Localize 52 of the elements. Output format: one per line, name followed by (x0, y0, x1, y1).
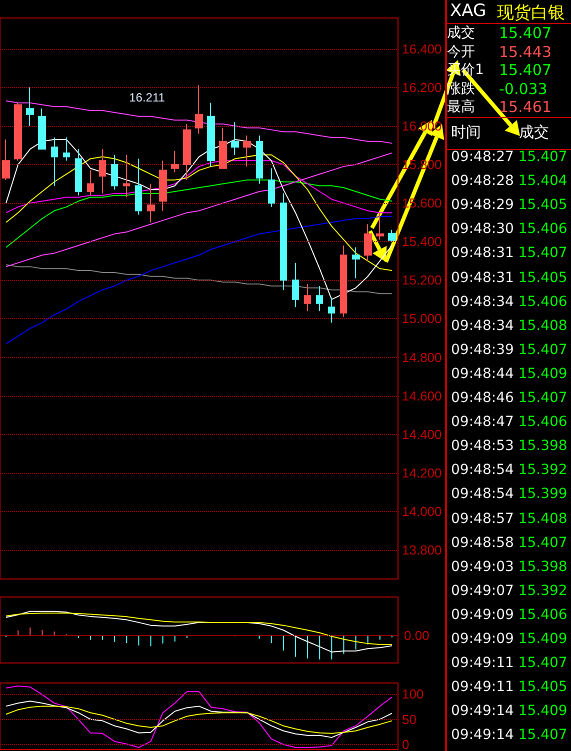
text: 09:48:57 15.408 (451, 510, 568, 526)
text: 09:48:44 15.409 (451, 366, 568, 382)
text: 09:49:14 15.407 (451, 727, 568, 744)
text: 09:49:11 15.405 (451, 679, 568, 696)
text: 09:48:47 15.406 (451, 414, 568, 430)
text: 09:48:46 15.407 (451, 390, 568, 406)
y-tick-label: 14.200 (402, 465, 442, 480)
text: 15.407 (499, 61, 552, 80)
y-tick-label: 15.000 (402, 311, 442, 326)
y-tick-label: 50 (402, 712, 416, 727)
y-tick-label: 100 (402, 686, 424, 702)
text: 09:48:31 15.405 (451, 270, 568, 286)
text: 09:48:54 15.399 (451, 486, 568, 502)
text: 成交 (519, 123, 549, 142)
text: 09:49:11 15.407 (451, 655, 568, 672)
text: 09:48:34 15.408 (451, 318, 568, 334)
text: 09:48:29 15.405 (451, 197, 568, 214)
text: 09:49:09 15.409 (451, 631, 568, 647)
text: 09:49:09 15.406 (451, 606, 568, 623)
text: 现货白银 (497, 2, 565, 24)
y-tick-label: 13.800 (402, 542, 442, 558)
text: 今开 (447, 42, 475, 61)
text: 09:49:07 15.392 (451, 582, 568, 599)
text: 09:48:28 15.404 (451, 173, 568, 190)
y-tick-label: 14.600 (402, 388, 442, 404)
text: 09:48:34 15.406 (451, 294, 568, 310)
y-tick-label: 15.200 (402, 272, 442, 288)
y-tick-label: 14.800 (402, 350, 442, 365)
text: 09:48:31 15.407 (451, 245, 568, 262)
text: 15.461 (499, 98, 552, 116)
text: 09:48:30 15.406 (451, 221, 568, 238)
text: 09:49:03 15.398 (451, 558, 568, 575)
text: 15.443 (499, 42, 552, 61)
text: 09:48:58 15.407 (451, 534, 568, 551)
text: 09:48:53 15.398 (451, 438, 568, 454)
text: 最高 (447, 98, 475, 116)
text: 09:49:14 15.409 (451, 703, 568, 720)
ref-line-label: 0.00 (404, 628, 430, 643)
y-tick-label: 16.200 (402, 80, 442, 95)
y-tick-label: 14.400 (402, 426, 442, 442)
text: 成交 (447, 24, 475, 42)
text: 15.407 (499, 24, 552, 42)
text: 时间 (451, 123, 481, 142)
y-tick-label: 14.000 (402, 504, 442, 520)
text: 09:48:39 15.407 (451, 342, 568, 358)
y-tick-label: 16.400 (402, 41, 442, 56)
text: 09:48:54 15.392 (451, 462, 568, 478)
annotation: 16.211 (129, 90, 166, 104)
y-tick-label: 0 (402, 737, 410, 751)
y-tick-label: 15.400 (402, 234, 442, 250)
text: XAG (450, 1, 486, 21)
text: -0.033 (499, 80, 548, 98)
